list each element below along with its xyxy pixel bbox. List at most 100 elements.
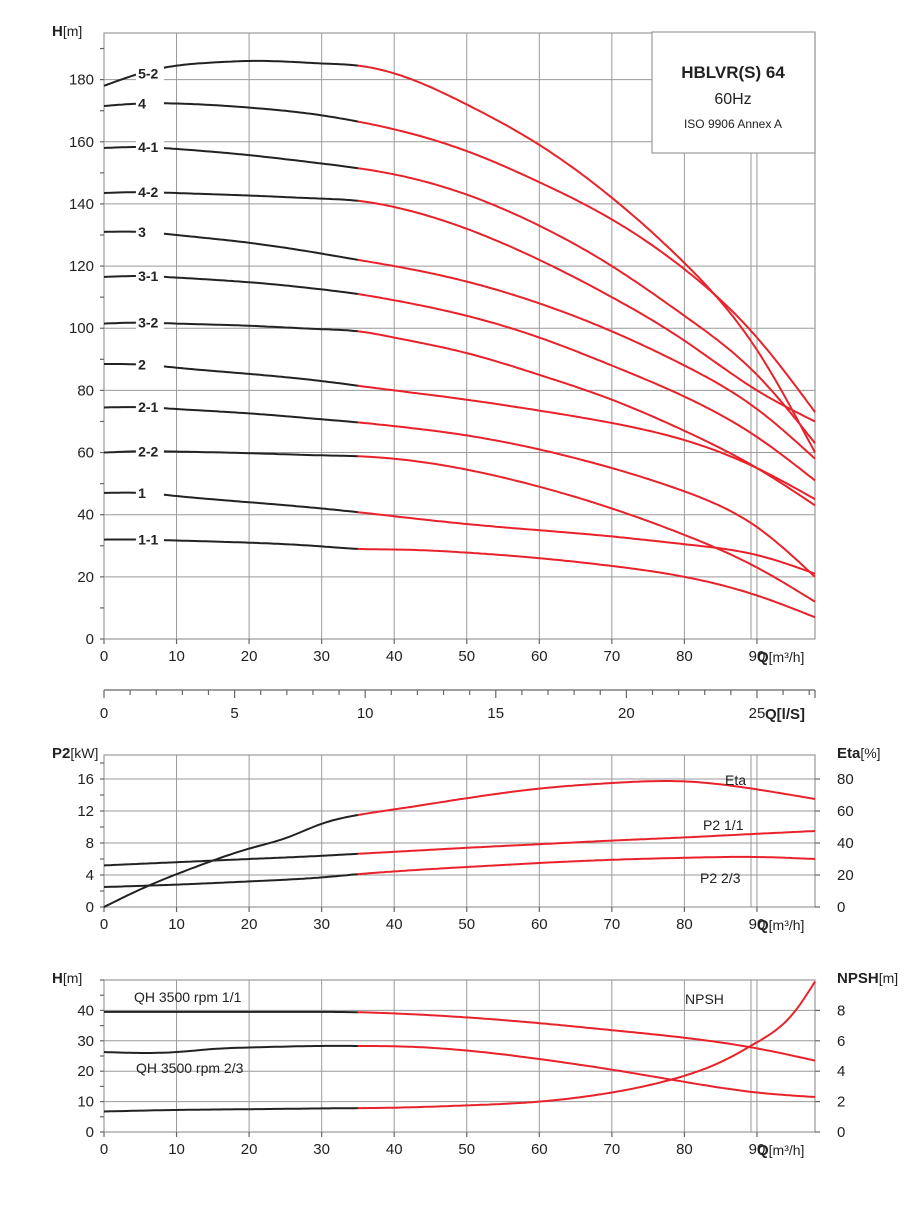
secondary-x-tick-label: 5 xyxy=(230,705,238,722)
head-x-tick-label: 80 xyxy=(676,648,693,665)
power-curve-p2-2-3-operating-range xyxy=(358,857,815,874)
head-y-tick-label: 140 xyxy=(69,196,94,213)
power-y-tick-label: 4 xyxy=(86,867,94,884)
npsh-x-tick-label: 80 xyxy=(676,1141,693,1158)
head-y-tick-label: 180 xyxy=(69,72,94,89)
secondary-x-tick-label: 0 xyxy=(100,705,108,722)
head-x-tick-label: 30 xyxy=(313,648,330,665)
secondary-x-tick-label: 20 xyxy=(618,705,635,722)
series-label-qh-2-3: QH 3500 rpm 2/3 xyxy=(136,1060,244,1076)
npsh-y-tick-label: 20 xyxy=(77,1063,94,1080)
stage-label-2: 2 xyxy=(138,357,146,373)
npsh-x-tick-label: 60 xyxy=(531,1141,548,1158)
model-title-box: HBLVR(S) 64 60Hz ISO 9906 Annex A xyxy=(652,32,815,153)
head-curve-1-1-operating-range xyxy=(358,549,815,617)
npsh-y-tick-label: 10 xyxy=(77,1094,94,1111)
npsh-curve-qh-3500-rpm-2-3-outside-range xyxy=(104,1046,358,1053)
head-y-tick-label: 120 xyxy=(69,258,94,275)
head-curve-4-operating-range xyxy=(358,122,815,413)
npsh-x-tick-label: 10 xyxy=(168,1141,185,1158)
power-y2-tick-label: 20 xyxy=(837,867,854,884)
power-curve-p2-2-3-outside-range xyxy=(104,874,358,887)
npsh-x-tick-label: 50 xyxy=(458,1141,475,1158)
head-y-tick-label: 100 xyxy=(69,320,94,337)
power-curve-eta-operating-range xyxy=(358,781,815,815)
stage-label-5-2: 5-2 xyxy=(138,65,158,81)
power-y-tick-label: 8 xyxy=(86,835,94,852)
npsh-y-tick-label: 0 xyxy=(86,1124,94,1141)
head-y-tick-label: 0 xyxy=(86,631,94,648)
secondary-x-axis-title: Q[l/S] xyxy=(765,706,805,723)
npsh-y2-tick-label: 8 xyxy=(837,1002,845,1019)
series-label-p2-1-1: P2 1/1 xyxy=(703,817,744,833)
power-x-tick-label: 40 xyxy=(386,916,403,933)
power-x-tick-label: 50 xyxy=(458,916,475,933)
npsh-x-axis-title: Q[m³/h] xyxy=(757,1142,804,1159)
stage-label-4-2: 4-2 xyxy=(138,184,158,200)
series-label-npsh: NPSH xyxy=(685,991,724,1007)
head-y-tick-label: 20 xyxy=(77,569,94,586)
stage-label-2-1: 2-1 xyxy=(138,399,158,415)
power-curve-p2-1-1-outside-range xyxy=(104,854,358,866)
head-curve-4-2-operating-range xyxy=(358,201,815,422)
power-y-tick-label: 12 xyxy=(77,803,94,820)
power-x-tick-label: 20 xyxy=(241,916,258,933)
power-x-tick-label: 80 xyxy=(676,916,693,933)
npsh-x-tick-label: 70 xyxy=(604,1141,621,1158)
power-y-tick-label: 0 xyxy=(86,899,94,916)
stage-label-3: 3 xyxy=(138,224,146,240)
power-curve-eta-outside-range xyxy=(104,815,358,907)
stage-label-1: 1 xyxy=(138,485,146,501)
head-x-tick-label: 10 xyxy=(168,648,185,665)
series-label-qh-1-1: QH 3500 rpm 1/1 xyxy=(134,989,242,1005)
power-y2-tick-label: 0 xyxy=(837,899,845,916)
npsh-curve-qh-3500-rpm-1-1-operating-range xyxy=(358,1012,815,1060)
head-y-tick-label: 40 xyxy=(77,507,94,524)
power-y2-tick-label: 40 xyxy=(837,835,854,852)
npsh-y2-axis-title: NPSH[m] xyxy=(837,970,898,987)
power-x-tick-label: 30 xyxy=(313,916,330,933)
npsh-y2-tick-label: 4 xyxy=(837,1063,845,1080)
npsh-x-tick-label: 20 xyxy=(241,1141,258,1158)
series-label-eta: Eta xyxy=(725,772,746,788)
head-curve-2-2-operating-range xyxy=(358,456,815,601)
secondary-x-tick-label: 10 xyxy=(357,705,374,722)
head-x-tick-label: 20 xyxy=(241,648,258,665)
head-x-tick-label: 0 xyxy=(100,648,108,665)
power-x-axis-title: Q[m³/h] xyxy=(757,917,804,934)
secondary-x-tick-label: 15 xyxy=(487,705,504,722)
npsh-x-tick-label: 30 xyxy=(313,1141,330,1158)
head-y-tick-label: 160 xyxy=(69,134,94,151)
npsh-y-tick-label: 40 xyxy=(77,1002,94,1019)
npsh-y-tick-label: 30 xyxy=(77,1033,94,1050)
power-y2-tick-label: 60 xyxy=(837,803,854,820)
head-curve-2-operating-range xyxy=(358,386,815,500)
power-x-tick-label: 0 xyxy=(100,916,108,933)
head-x-tick-label: 40 xyxy=(386,648,403,665)
stage-label-2-2: 2-2 xyxy=(138,443,158,459)
power-curve-p2-1-1-operating-range xyxy=(358,831,815,854)
head-y-axis-title: H[m] xyxy=(52,23,82,40)
head-x-tick-label: 70 xyxy=(604,648,621,665)
power-x-tick-label: 60 xyxy=(531,916,548,933)
power-y-tick-label: 16 xyxy=(77,771,94,788)
head-y-tick-label: 60 xyxy=(77,445,94,462)
npsh-y2-tick-label: 2 xyxy=(837,1094,845,1111)
npsh-curve-npsh-operating-range xyxy=(358,982,815,1109)
series-label-p2-2-3: P2 2/3 xyxy=(700,870,741,886)
head-x-tick-label: 50 xyxy=(458,648,475,665)
standard-label: ISO 9906 Annex A xyxy=(684,117,782,131)
npsh-y2-tick-label: 0 xyxy=(837,1124,845,1141)
stage-label-3-2: 3-2 xyxy=(138,315,158,331)
secondary-x-tick-label: 25 xyxy=(749,705,766,722)
power-x-tick-label: 10 xyxy=(168,916,185,933)
power-y2-axis-title: Eta[%] xyxy=(837,745,881,762)
head-y-tick-label: 80 xyxy=(77,382,94,399)
power-y2-tick-label: 80 xyxy=(837,771,854,788)
stage-label-4-1: 4-1 xyxy=(138,139,158,155)
power-y-axis-title: P2[kW] xyxy=(52,745,98,762)
